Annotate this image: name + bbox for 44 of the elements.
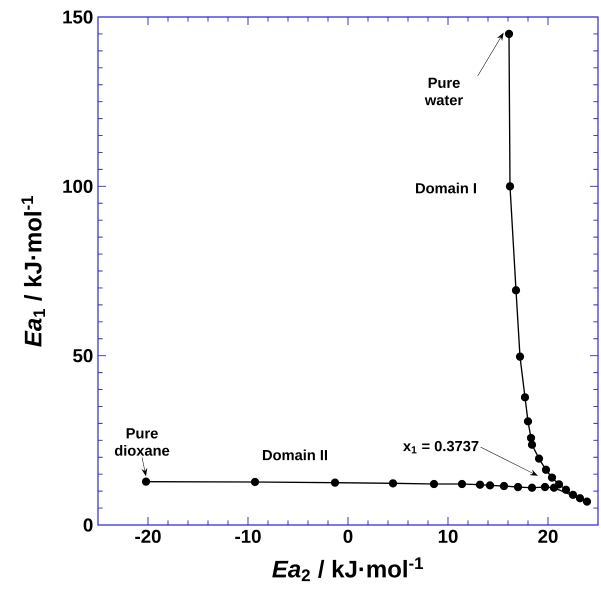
- annotation: x$_{1}$ = 0.3737: [403, 440, 478, 454]
- point: [540, 482, 550, 492]
- point: [430, 480, 438, 488]
- point: [330, 478, 340, 487]
- point: [250, 478, 260, 486]
- point: [516, 352, 524, 361]
- point: [520, 393, 530, 402]
- y-tick-label: 150: [63, 10, 93, 24]
- annotation: Pure water: [424, 78, 463, 106]
- point: [534, 454, 544, 463]
- y-tick-label: 100: [63, 180, 93, 193]
- point: [542, 466, 550, 474]
- point: [576, 494, 584, 502]
- point: [528, 484, 536, 492]
- y-tick-label: 50: [73, 349, 93, 362]
- x-tick-label: 10: [438, 530, 458, 543]
- annotation: Domain I: [416, 182, 476, 194]
- annotation: Pure dioxane: [114, 428, 170, 456]
- point: [486, 481, 494, 490]
- point: [512, 286, 520, 294]
- point: [500, 482, 508, 490]
- point: [388, 479, 398, 488]
- point: [514, 482, 522, 492]
- point: [504, 30, 514, 38]
- x-tick-label: 20: [538, 530, 558, 543]
- point: [582, 497, 592, 506]
- point: [526, 434, 536, 442]
- point: [476, 480, 484, 489]
- point: [562, 486, 570, 494]
- point: [548, 473, 556, 482]
- annotation: Domain II: [262, 450, 328, 460]
- point: [142, 478, 150, 486]
- point: [528, 440, 536, 449]
- point: [458, 480, 466, 488]
- point: [554, 480, 564, 488]
- x-axis-title: Ea$_{2}$ / kJ·mol$^{-1}$: [272, 557, 424, 582]
- x-tick-label: -20: [135, 530, 161, 543]
- x-tick-label: -10: [235, 530, 261, 543]
- point: [568, 490, 578, 499]
- x-tick-label: 0: [344, 530, 352, 543]
- point: [506, 182, 514, 190]
- y-tick-label: 0: [84, 518, 93, 532]
- y-axis-title: Ea$_{1}$ / kJ·mol$^{-1}$: [21, 196, 45, 347]
- point: [524, 417, 532, 426]
